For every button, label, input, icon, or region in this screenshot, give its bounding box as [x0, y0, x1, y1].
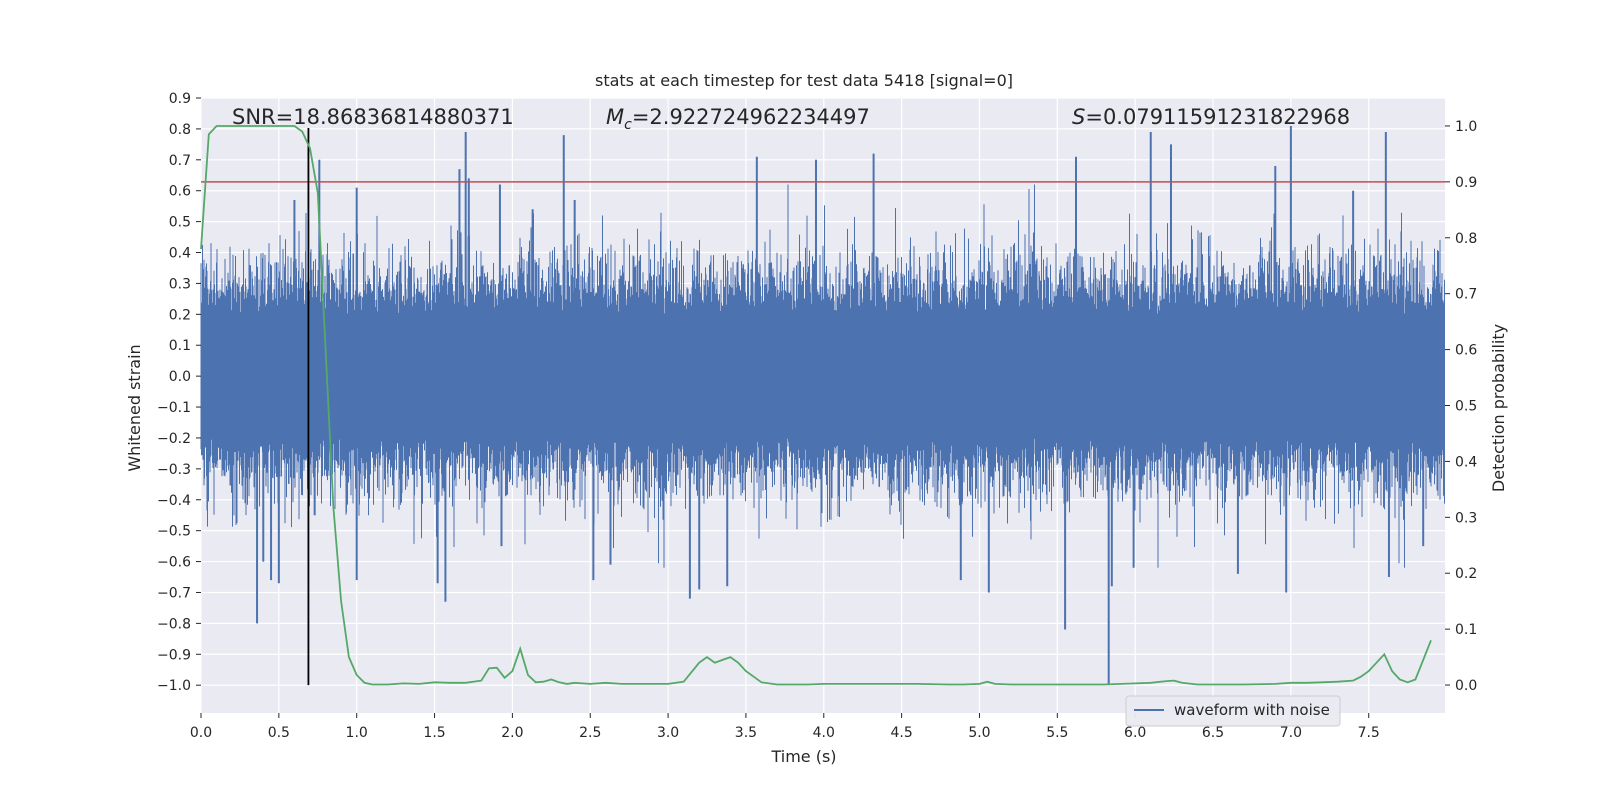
y-axis-label-left: Whitened strain	[125, 344, 144, 471]
y-tick-label-left: −0.3	[157, 462, 191, 478]
y-tick-label-right: 0.0	[1455, 678, 1477, 694]
y-tick-label-right: 0.5	[1455, 399, 1477, 415]
y-tick-label-right: 0.3	[1455, 510, 1477, 526]
y-tick-label-left: −0.9	[157, 647, 191, 663]
chirp-mass-value: =2.922724962234497	[632, 105, 870, 129]
y-tick-label-right: 0.4	[1455, 454, 1477, 470]
statistic-annotation: S=0.07911591231822968	[1072, 105, 1350, 129]
x-tick-label: 7.0	[1280, 725, 1302, 741]
x-tick-label: 5.0	[968, 725, 990, 741]
statistic-symbol: S	[1072, 105, 1085, 129]
y-tick-label-left: 0.6	[169, 184, 191, 200]
statistic-value: =0.07911591231822968	[1085, 105, 1350, 129]
x-tick-label: 3.5	[735, 725, 757, 741]
x-tick-label: 0.5	[268, 725, 290, 741]
y-tick-label-right: 0.2	[1455, 566, 1477, 582]
x-tick-label: 1.0	[346, 725, 368, 741]
y-tick-label-left: −0.6	[157, 555, 191, 571]
detection-probability-line	[200, 125, 1432, 686]
x-tick-label: 6.5	[1202, 725, 1224, 741]
y-tick-label-right: 0.1	[1455, 622, 1477, 638]
y-tick-label-left: 0.3	[169, 276, 191, 292]
y-tick-label-left: −0.1	[157, 400, 191, 416]
waveform-line	[200, 184, 1445, 568]
y-tick-label-left: 0.5	[169, 215, 191, 231]
y-tick-label-left: 0.0	[169, 369, 191, 385]
y-tick-label-left: 0.1	[169, 338, 191, 354]
x-tick-label: 2.0	[501, 725, 523, 741]
y-tick-label-left: 0.2	[169, 307, 191, 323]
x-tick-label: 1.5	[423, 725, 445, 741]
y-tick-label-left: −0.4	[157, 493, 191, 509]
y-tick-label-left: 0.7	[169, 153, 191, 169]
waveform-series	[200, 125, 1445, 686]
y-tick-label-left: −0.5	[157, 524, 191, 540]
y-tick-label-left: 0.4	[169, 246, 191, 262]
y-tick-label-right: 0.9	[1455, 175, 1477, 191]
y-tick-label-left: 0.8	[169, 122, 191, 138]
y-tick-label-right: 0.7	[1455, 287, 1477, 303]
plot-axes: 0.0 0.5 1.0 1.5 2.0 2.5 3.0 3.5 4.0 4.5 5.0 5.5 6.0 6…	[157, 91, 1477, 741]
x-axis-label: Time (s)	[770, 747, 836, 766]
y-axis-label-right: Detection probability	[1489, 324, 1508, 492]
x-tick-label: 4.0	[813, 725, 835, 741]
y-tick-label-left: −0.7	[157, 585, 191, 601]
y-tick-label-right: 0.8	[1455, 231, 1477, 247]
overlays	[200, 125, 1445, 686]
y-tick-label-left: 0.9	[169, 91, 191, 107]
chirp-mass-symbol: M	[606, 105, 624, 129]
y-tick-label-right: 0.6	[1455, 343, 1477, 359]
x-tick-label: 5.5	[1046, 725, 1068, 741]
x-tick-label: 4.5	[890, 725, 912, 741]
chirp-mass-subscript: c	[624, 117, 632, 133]
x-tick-label: 2.5	[579, 725, 601, 741]
y-tick-label-left: −1.0	[157, 678, 191, 694]
x-tick-label: 7.5	[1358, 725, 1380, 741]
y-tick-label-left: −0.2	[157, 431, 191, 447]
legend: waveform with noise	[1125, 695, 1341, 727]
legend-box	[1125, 695, 1341, 727]
x-tick-label: 6.0	[1124, 725, 1146, 741]
tick-labels: 0.0 0.5 1.0 1.5 2.0 2.5 3.0 3.5 4.0 4.5 5.0 5.5 6.0 6…	[157, 91, 1477, 741]
snr-annotation: SNR=18.86836814880371	[232, 105, 514, 129]
chirp-mass-annotation: Mc=2.922724962234497	[606, 105, 870, 133]
x-tick-label: 0.0	[190, 725, 212, 741]
y-tick-label-right: 1.0	[1455, 119, 1477, 135]
legend-label: waveform with noise	[1174, 701, 1330, 719]
y-tick-label-left: −0.8	[157, 616, 191, 632]
x-tick-label: 3.0	[657, 725, 679, 741]
chart-title: stats at each timestep for test data 541…	[595, 71, 1013, 90]
